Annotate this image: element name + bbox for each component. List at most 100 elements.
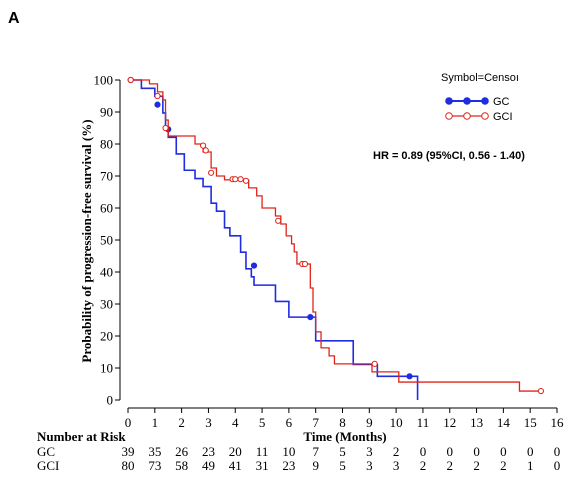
censor-mark-gci	[127, 76, 134, 84]
risk-count: 10	[282, 444, 295, 459]
risk-count: 7	[312, 444, 319, 459]
risk-count: 20	[229, 444, 242, 459]
risk-count: 0	[473, 444, 480, 459]
legend-gci-marker	[481, 112, 489, 120]
y-tick-label: 40	[100, 265, 113, 280]
x-tick-label: 12	[443, 415, 456, 430]
x-tick-label: 1	[152, 415, 159, 430]
x-tick-label: 3	[205, 415, 212, 430]
risk-count: 31	[256, 458, 269, 473]
risk-count: 26	[175, 444, 189, 459]
risk-count: 2	[473, 458, 480, 473]
y-ticks: 0 10 20 30 40 50 60 70 80 90 100	[94, 73, 120, 408]
risk-count: 0	[554, 458, 561, 473]
legend-gc-label: GC	[493, 96, 510, 108]
y-tick-label: 80	[100, 137, 113, 152]
x-tick-label: 8	[339, 415, 346, 430]
censor-mark-gci	[275, 217, 282, 224]
curve-gc	[128, 79, 419, 400]
x-tick-label: 2	[178, 415, 185, 430]
y-tick-label: 20	[100, 329, 113, 344]
x-tick-label: 11	[417, 415, 430, 430]
risk-count: 3	[366, 458, 373, 473]
risk-count: 73	[148, 458, 161, 473]
legend: Symbol=Censoı GC GCI	[441, 72, 519, 123]
legend-title: Symbol=Censoı	[441, 72, 519, 84]
x-tick-label: 9	[366, 415, 373, 430]
y-tick-label: 0	[107, 393, 114, 408]
censor-mark-gci	[237, 176, 244, 183]
x-tick-label: 13	[470, 415, 483, 430]
x-tick-label: 0	[125, 415, 132, 430]
y-tick-label: 10	[100, 361, 113, 376]
censor-mark-gc	[307, 314, 314, 321]
censor-mark-gci	[199, 142, 207, 149]
risk-count: 5	[339, 444, 346, 459]
risk-count: 2	[447, 458, 454, 473]
censor-mark-gci	[154, 92, 161, 100]
x-tick-label: 6	[286, 415, 293, 430]
x-tick-label: 14	[497, 415, 511, 430]
risk-count: 9	[312, 458, 319, 473]
panel-label: A	[8, 10, 20, 27]
risk-count: 0	[447, 444, 454, 459]
legend-gci-label: GCI	[493, 111, 513, 123]
y-tick-label: 70	[100, 169, 113, 184]
risk-count: 0	[420, 444, 427, 459]
x-tick-label: 7	[312, 415, 319, 430]
legend-gc-marker	[445, 97, 453, 105]
risk-count: 2	[393, 444, 400, 459]
legend-gci-marker	[463, 112, 471, 120]
risk-count: 23	[282, 458, 295, 473]
censor-mark-gci	[162, 124, 169, 132]
curve-gci	[128, 79, 541, 392]
x-axis-label: Time (Months)	[303, 429, 386, 444]
hazard-ratio-annotation: HR = 0.89 (95%CI, 0.56 - 1.40)	[373, 150, 525, 162]
risk-count: 0	[527, 444, 534, 459]
censor-mark-gc	[154, 101, 161, 108]
risk-count: 23	[202, 444, 215, 459]
survival-curves	[127, 76, 545, 400]
risk-table-header: Number at Risk	[37, 429, 126, 444]
risk-count: 3	[366, 444, 373, 459]
risk-count: 41	[229, 458, 242, 473]
risk-count: 1	[527, 458, 534, 473]
legend-gc-marker	[463, 97, 471, 105]
risk-count: 0	[500, 444, 507, 459]
y-tick-label: 100	[94, 73, 114, 88]
y-tick-label: 60	[100, 201, 113, 216]
risk-count: 80	[122, 458, 135, 473]
risk-count: 2	[500, 458, 507, 473]
censor-mark-gc	[406, 373, 413, 380]
y-axis-label: Probability of progression-free survival…	[79, 119, 94, 362]
x-tick-label: 15	[524, 415, 537, 430]
censor-mark-gci	[202, 147, 209, 154]
risk-row-label: GCI	[37, 458, 59, 473]
risk-count: 49	[202, 458, 215, 473]
x-tick-label: 10	[390, 415, 403, 430]
risk-count: 2	[420, 458, 427, 473]
x-tick-label: 5	[259, 415, 266, 430]
x-tick-label: 16	[551, 415, 565, 430]
risk-count: 39	[122, 444, 135, 459]
risk-count: 35	[148, 444, 161, 459]
y-tick-label: 50	[100, 233, 113, 248]
censor-mark-gci	[371, 360, 378, 367]
x-ticks: 0 1 2 3 4 5 6 7 8 9 10 11 12 13 14 15 16	[125, 408, 564, 430]
censor-mark-gci	[208, 169, 215, 176]
risk-count: 5	[339, 458, 346, 473]
legend-gci-marker	[445, 112, 453, 120]
legend-gc-marker	[481, 97, 489, 105]
x-tick-label: 4	[232, 415, 239, 430]
censor-mark-gci	[537, 387, 545, 395]
y-tick-label: 90	[100, 105, 113, 120]
risk-count: 11	[256, 444, 269, 459]
censor-mark-gci	[242, 177, 250, 184]
censor-mark-gci	[301, 260, 309, 268]
y-tick-label: 30	[100, 297, 113, 312]
risk-row-label: GC	[37, 444, 55, 459]
censor-mark-gc	[250, 262, 258, 269]
